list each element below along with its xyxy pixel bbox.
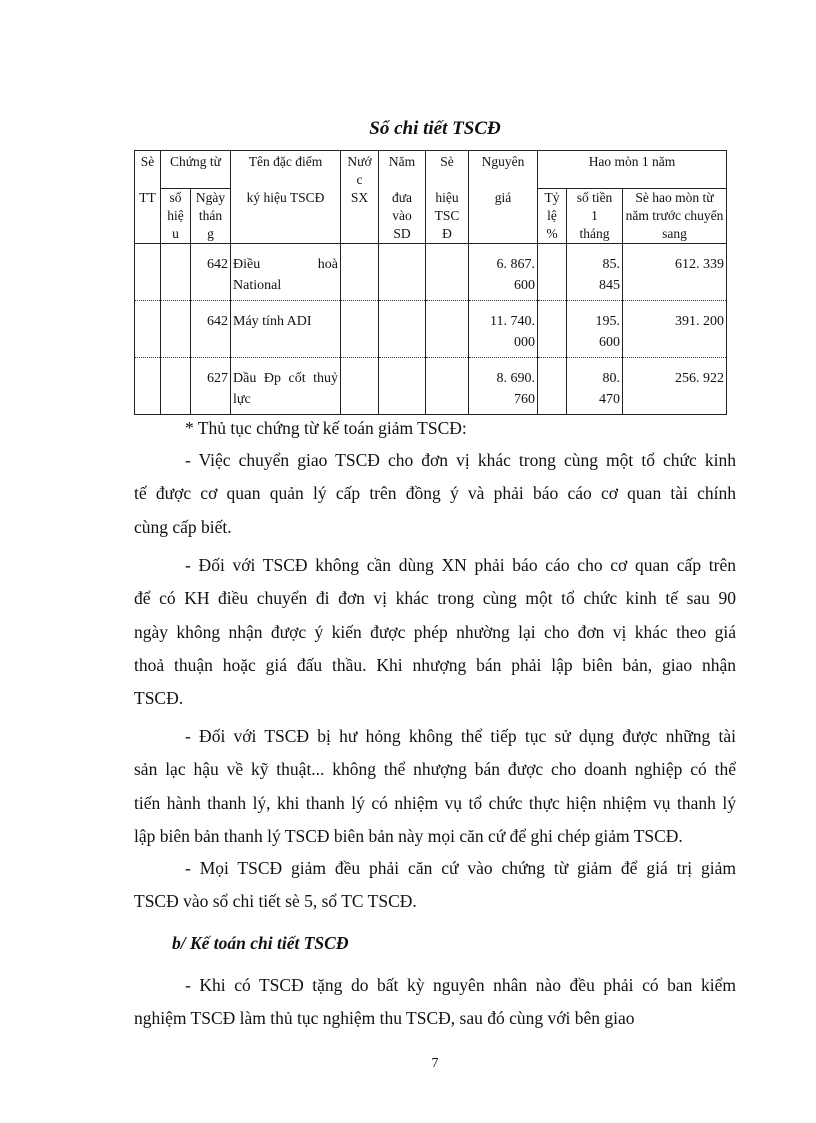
text-line: sản lạc hậu về kỹ thuật... không thể như… bbox=[134, 759, 736, 780]
cell-luy-ke: 391. 200 bbox=[622, 300, 727, 358]
paragraph-increase: - Khi có TSCĐ tặng do bất kỳ nguyên nhân… bbox=[134, 969, 736, 1036]
cell-ty-le bbox=[537, 357, 567, 415]
cell-ngay: 627 bbox=[190, 357, 231, 415]
cell-nuoc bbox=[340, 243, 379, 301]
cell-ten-line: lực bbox=[233, 392, 251, 407]
cell-ngay: 642 bbox=[190, 300, 231, 358]
cell-nguyen-gia: 8. 690. 760 bbox=[468, 357, 538, 415]
header-chung-tu: Chứng từ bbox=[160, 150, 231, 189]
header-ten: Tên đặc điểm ký hiệu TSCĐ bbox=[230, 150, 341, 244]
cell-so-hieu bbox=[160, 300, 191, 358]
cell-ten-line: Máy tính ADI bbox=[233, 314, 312, 329]
paragraph-unused-assets: - Đối với TSCĐ không cần dùng XN phải bá… bbox=[134, 549, 736, 715]
text-line: - Việc chuyển giao TSCĐ cho đơn vị khác … bbox=[185, 450, 736, 470]
header-nguyen-gia: Nguyên giá bbox=[468, 150, 538, 244]
cell-ten-line: Điều hoà bbox=[233, 257, 338, 272]
table-row: 642 Điều hoà National 6. 867. 600 85. 845… bbox=[134, 243, 727, 301]
cell-ty-le bbox=[537, 300, 567, 358]
text-line: tế được cơ quan quản lý cấp trên đồng ý … bbox=[134, 483, 736, 504]
cell-ty-le bbox=[537, 243, 567, 301]
cell-ten-line: Dầu Đp cốt thuỷ bbox=[233, 371, 338, 386]
cell-luy-ke: 256. 922 bbox=[622, 357, 727, 415]
header-hao-mon: Hao mòn 1 năm bbox=[537, 150, 727, 189]
text-line: TSCĐ. bbox=[134, 688, 184, 709]
cell-ngay: 642 bbox=[190, 243, 231, 301]
paragraph-transfer: - Việc chuyển giao TSCĐ cho đơn vị khác … bbox=[134, 444, 736, 544]
cell-so-hieu-tscd bbox=[425, 243, 469, 301]
cell-ten: Máy tính ADI bbox=[230, 300, 341, 358]
cell-so-tien: 85. 845 bbox=[566, 243, 623, 301]
header-so-hieu: số hiệ u bbox=[160, 188, 191, 244]
text-line: lập biên bản thanh lý TSCĐ biên bản này … bbox=[134, 825, 683, 846]
header-luy-ke: Sè hao mòn từ năm trước chuyển sang bbox=[622, 188, 727, 244]
text-line: - Mọi TSCĐ giảm đều phải căn cứ vào chứn… bbox=[185, 858, 736, 878]
cell-nguyen-gia: 6. 867. 600 bbox=[468, 243, 538, 301]
cell-so-hieu-tscd bbox=[425, 300, 469, 358]
header-so-hieu-tscd: Sè hiệu TSC Đ bbox=[425, 150, 469, 244]
paragraph-damaged-assets: - Đối với TSCĐ bị hư hỏng không thể tiếp… bbox=[134, 720, 736, 853]
cell-ten-line: National bbox=[233, 278, 282, 293]
cell-nuoc bbox=[340, 300, 379, 358]
text-line: nghiệm TSCĐ làm thủ tục nghiệm thu TSCĐ,… bbox=[134, 1008, 635, 1029]
page-number: 7 bbox=[431, 1056, 439, 1071]
header-nuoc-sx: Nướ c SX bbox=[340, 150, 379, 244]
section-heading-b: b/ Kế toán chi tiết TSCĐ bbox=[172, 933, 349, 953]
cell-stt bbox=[134, 243, 161, 301]
table-row: 627 Dầu Đp cốt thuỷ lực 8. 690. 760 80. 4… bbox=[134, 357, 727, 415]
cell-nam bbox=[378, 357, 426, 415]
text-line: TSCĐ vào sổ chi tiết sè 5, sổ TC TSCĐ. bbox=[134, 891, 417, 912]
table-row: 642 Máy tính ADI 11. 740. 000 195. 600 3… bbox=[134, 300, 727, 358]
cell-so-hieu bbox=[160, 243, 191, 301]
header-nam: Năm đưa vào SD bbox=[378, 150, 426, 244]
header-ty-le: Tỷ lệ % bbox=[537, 188, 567, 244]
cell-ten: Điều hoà National bbox=[230, 243, 341, 301]
cell-nuoc bbox=[340, 357, 379, 415]
section-intro: * Thủ tục chứng từ kế toán giảm TSCĐ: bbox=[185, 418, 467, 438]
text-line: - Khi có TSCĐ tặng do bất kỳ nguyên nhân… bbox=[185, 975, 736, 995]
cell-ten: Dầu Đp cốt thuỷ lực bbox=[230, 357, 341, 415]
header-stt: Sè TT bbox=[134, 150, 161, 244]
cell-nam bbox=[378, 300, 426, 358]
text-line: cùng cấp biết. bbox=[134, 516, 232, 537]
cell-so-tien: 195. 600 bbox=[566, 300, 623, 358]
header-ngay-thang: Ngày thán g bbox=[190, 188, 231, 244]
table-title: Sổ chi tiết TSCĐ bbox=[369, 118, 501, 139]
cell-nguyen-gia: 11. 740. 000 bbox=[468, 300, 538, 358]
cell-stt bbox=[134, 300, 161, 358]
cell-luy-ke: 612. 339 bbox=[622, 243, 727, 301]
cell-so-tien: 80. 470 bbox=[566, 357, 623, 415]
cell-nam bbox=[378, 243, 426, 301]
fixed-asset-ledger-table: Sè TT Chứng từ Tên đặc điểm ký hiệu TSCĐ… bbox=[134, 150, 727, 415]
text-line: thoả thuận hoặc giá đấu thầu. Khi nhượng… bbox=[134, 654, 736, 675]
text-line: - Đối với TSCĐ không cần dùng XN phải bá… bbox=[185, 555, 736, 575]
text-line: tiến hành thanh lý, khi thanh lý có nhiệ… bbox=[134, 792, 736, 813]
cell-so-hieu-tscd bbox=[425, 357, 469, 415]
cell-stt bbox=[134, 357, 161, 415]
text-line: - Đối với TSCĐ bị hư hỏng không thể tiếp… bbox=[185, 726, 736, 746]
paragraph-decrease-records: - Mọi TSCĐ giảm đều phải căn cứ vào chứn… bbox=[134, 852, 736, 919]
header-so-tien: số tiền 1 tháng bbox=[566, 188, 623, 244]
cell-so-hieu bbox=[160, 357, 191, 415]
text-line: để có KH điều chuyển đi đơn vị khác tron… bbox=[134, 588, 736, 609]
text-line: ngày không nhận được ý kiến được phép nh… bbox=[134, 621, 736, 642]
